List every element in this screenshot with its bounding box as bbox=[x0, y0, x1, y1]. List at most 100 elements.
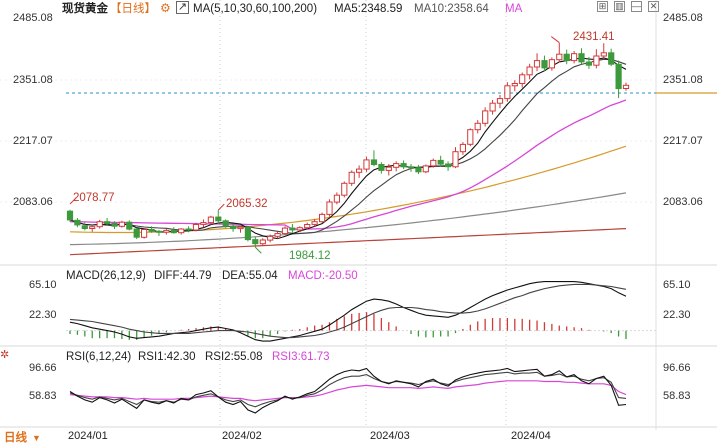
candle-up bbox=[385, 166, 392, 171]
ma100-line bbox=[69, 192, 627, 246]
instrument-title: 现货黄金 bbox=[62, 3, 108, 15]
period-label[interactable]: 【日线】 bbox=[110, 3, 156, 15]
price-tick: 2217.07 bbox=[663, 135, 703, 147]
candle-down bbox=[148, 229, 155, 232]
candle-up bbox=[593, 55, 600, 66]
candle-up bbox=[326, 201, 333, 215]
rsi3-line bbox=[69, 380, 627, 402]
candle-up bbox=[178, 228, 185, 234]
candle-up bbox=[200, 222, 207, 225]
rsi-tick: 58.83 bbox=[663, 390, 691, 402]
candle-up bbox=[207, 216, 215, 224]
candle-down bbox=[615, 63, 622, 90]
candle-up bbox=[556, 53, 563, 61]
candle-up bbox=[393, 163, 400, 168]
candle-down bbox=[155, 230, 163, 233]
candle-up bbox=[281, 227, 289, 235]
candle-down bbox=[608, 52, 615, 65]
candle-up bbox=[474, 122, 481, 131]
candle-up bbox=[526, 66, 533, 76]
indicator-icon[interactable]: ↗ bbox=[176, 1, 189, 14]
ma-params: MA(5,10,30,60,100,200) bbox=[193, 3, 318, 15]
macd-tick: 22.30 bbox=[663, 309, 691, 321]
period-button[interactable]: 日线 bbox=[4, 432, 27, 444]
candle-down bbox=[185, 228, 192, 231]
candle-down bbox=[215, 216, 222, 222]
annotation-leader bbox=[69, 197, 77, 205]
ma10-line bbox=[69, 58, 627, 235]
candle-up bbox=[304, 224, 311, 229]
candle-up bbox=[496, 98, 504, 104]
candle-up bbox=[452, 151, 459, 168]
ma200-line bbox=[69, 228, 627, 256]
rsi-pane bbox=[69, 367, 627, 414]
candle-up bbox=[296, 227, 303, 231]
candle-up bbox=[548, 59, 555, 69]
candle-up bbox=[118, 221, 126, 227]
price-annotation: 1984.12 bbox=[289, 250, 331, 262]
annotation-leader bbox=[254, 246, 262, 254]
ma5-value: MA5:2348.59 bbox=[334, 3, 403, 15]
ma60-line bbox=[69, 145, 627, 234]
candle-up bbox=[533, 60, 541, 68]
macd-diff-value: DIFF:44.79 bbox=[154, 270, 212, 282]
rsi-settings-icon[interactable]: ✲ bbox=[0, 349, 10, 361]
chart-type-icon[interactable]: ▥ bbox=[614, 1, 625, 12]
candle-down bbox=[66, 210, 74, 221]
candle-down bbox=[289, 227, 296, 231]
candle-up bbox=[237, 226, 244, 230]
candle-up bbox=[422, 165, 429, 173]
rsi2-line bbox=[69, 371, 627, 408]
price-tick: 2351.08 bbox=[13, 74, 53, 86]
macd-hist-value: MACD:-20.50 bbox=[288, 270, 358, 282]
candle-down bbox=[81, 225, 88, 230]
x-tick: 2024/01 bbox=[68, 430, 108, 442]
close-icon[interactable]: ✕ bbox=[648, 1, 659, 12]
candle-down bbox=[578, 53, 585, 63]
rsi2-value: RSI2:55.08 bbox=[205, 351, 263, 363]
candle-up bbox=[348, 171, 355, 184]
candle-up bbox=[319, 213, 326, 223]
candle-up bbox=[467, 129, 474, 145]
price-pane bbox=[66, 36, 630, 256]
ma5-line bbox=[69, 57, 627, 240]
candle-up bbox=[459, 143, 466, 153]
candle-up bbox=[163, 229, 170, 233]
candle-down bbox=[104, 221, 111, 224]
candle-up bbox=[519, 74, 526, 85]
price-tick: 2083.06 bbox=[13, 196, 53, 208]
macd-pane bbox=[66, 281, 656, 342]
candle-up bbox=[341, 182, 348, 196]
x-tick: 2024/02 bbox=[222, 430, 262, 442]
candle-up bbox=[489, 102, 496, 112]
candle-up bbox=[571, 53, 578, 62]
chevron-down-icon[interactable]: ▼ bbox=[32, 433, 41, 443]
candle-up bbox=[89, 226, 96, 229]
expand-icon[interactable]: ⊞ bbox=[597, 1, 608, 12]
candle-up bbox=[141, 229, 148, 238]
candle-up bbox=[333, 194, 340, 203]
candle-down bbox=[415, 167, 422, 173]
macd-dea-value: DEA:55.04 bbox=[222, 270, 278, 282]
price-tick: 2485.08 bbox=[13, 12, 53, 24]
candle-down bbox=[370, 159, 378, 165]
rsi1-value: RSI1:42.30 bbox=[138, 351, 196, 363]
minimize-icon[interactable]: — bbox=[631, 1, 642, 12]
candle-up bbox=[259, 239, 266, 245]
candle-down bbox=[111, 223, 118, 227]
candle-up bbox=[274, 233, 281, 237]
settings-icon[interactable]: ⚙ bbox=[160, 1, 171, 15]
macd-tick: 65.10 bbox=[29, 279, 57, 291]
candle-up bbox=[430, 159, 437, 167]
candle-up bbox=[511, 83, 518, 87]
price-tick: 2485.08 bbox=[663, 12, 703, 24]
candle-down bbox=[563, 53, 570, 62]
price-tick: 2083.06 bbox=[663, 196, 703, 208]
candle-down bbox=[126, 221, 133, 230]
candle-up bbox=[267, 235, 274, 241]
x-tick: 2024/03 bbox=[370, 430, 410, 442]
annotation-leader bbox=[550, 36, 560, 43]
candle-up bbox=[96, 221, 103, 228]
candle-up bbox=[192, 224, 200, 231]
candle-down bbox=[170, 229, 177, 234]
